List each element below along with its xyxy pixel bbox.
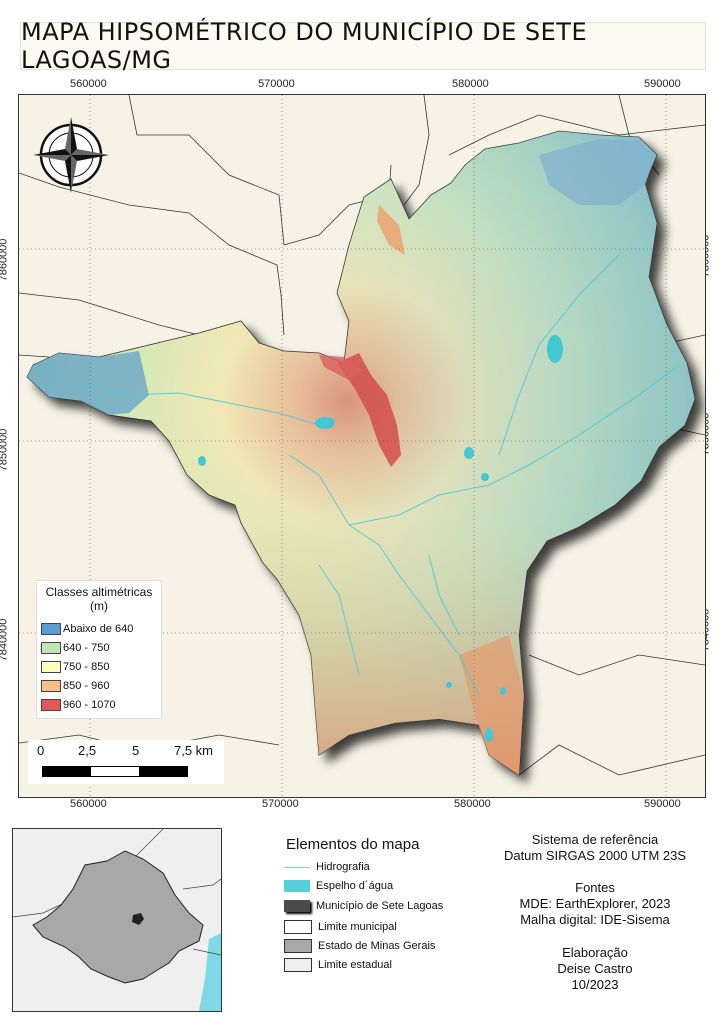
element-item: Estado de Minas Gerais xyxy=(284,939,435,953)
grid-x-label: 560000 xyxy=(70,798,107,810)
element-item: Limite municipal xyxy=(284,920,397,934)
grid-x-label: 560000 xyxy=(70,78,107,90)
legend-swatch xyxy=(41,698,61,711)
legend-class: Abaixo de 640 xyxy=(37,619,161,638)
legend-class-label: 750 - 850 xyxy=(63,660,110,673)
water-bodies xyxy=(198,335,563,742)
source-item: MDE: EarthExplorer, 2023 xyxy=(519,896,671,911)
legend-class-label: 960 - 1070 xyxy=(63,698,116,711)
author-name: Deise Castro xyxy=(557,961,633,976)
locator-inset-map[interactable] xyxy=(12,828,222,1012)
legend-swatch xyxy=(41,660,61,673)
element-label: Espelho d´água xyxy=(316,880,394,892)
grid-x-label: 570000 xyxy=(262,798,299,810)
scale-label: 7,5 km xyxy=(174,743,214,758)
grid-x-label: 580000 xyxy=(452,78,489,90)
scale-label: 2,5 xyxy=(78,743,97,758)
grid-y-label: 7850000 xyxy=(0,428,10,472)
map-title: MAPA HIPSOMÉTRICO DO MUNICÍPIO DE SETE L… xyxy=(21,18,588,74)
legend-class-label: Abaixo de 640 xyxy=(63,622,134,635)
element-item: Limite estadual xyxy=(284,958,392,972)
state-boundary-icon xyxy=(284,958,312,972)
sete-lagoas-municipality[interactable] xyxy=(26,130,696,776)
line-icon xyxy=(284,866,310,868)
minas-gerais-state xyxy=(32,850,204,984)
element-label: Hidrografia xyxy=(316,861,370,873)
sources-title: Fontes xyxy=(575,880,615,895)
element-label: Limite municipal xyxy=(318,921,397,933)
element-label: Limite estadual xyxy=(318,959,392,971)
legend-swatch xyxy=(41,622,61,635)
legend-class: 750 - 850 xyxy=(37,657,161,676)
ocean-area xyxy=(199,933,221,1011)
scale-label: 5 xyxy=(132,743,140,758)
legend-swatch xyxy=(41,679,61,692)
element-label: Município de Sete Lagoas xyxy=(316,900,444,912)
element-item: Município de Sete Lagoas xyxy=(284,900,443,912)
legend-class-label: 640 - 750 xyxy=(63,641,110,654)
hydrography-lines xyxy=(78,254,680,696)
legend-class: 850 - 960 xyxy=(37,676,161,695)
north-arrow-icon xyxy=(33,117,109,193)
state-icon xyxy=(284,939,312,953)
source-item: Malha digital: IDE-Sisema xyxy=(520,912,670,927)
grid-x-label: 590000 xyxy=(644,798,681,810)
grid-x-label: 580000 xyxy=(454,798,491,810)
legend-class-label: 850 - 960 xyxy=(63,679,110,692)
legend-class: 640 - 750 xyxy=(37,638,161,657)
water-body-icon xyxy=(284,880,310,892)
elements-title: Elementos do mapa xyxy=(286,836,420,853)
scale-bar-graphic xyxy=(42,766,188,777)
grid-x-label: 570000 xyxy=(258,78,295,90)
grid-x-label: 590000 xyxy=(644,78,681,90)
scale-bar: 0 2,5 5 7,5 km xyxy=(28,740,224,784)
sources-block: Fontes MDE: EarthExplorer, 2023 Malha di… xyxy=(490,880,700,928)
element-label: Estado de Minas Gerais xyxy=(318,940,436,952)
element-item: Hidrografia xyxy=(284,861,370,873)
map-title-box: MAPA HIPSOMÉTRICO DO MUNICÍPIO DE SETE L… xyxy=(20,18,706,74)
hypsometric-map-canvas xyxy=(19,95,705,797)
reference-system-block: Sistema de referência Datum SIRGAS 2000 … xyxy=(490,832,700,864)
hypsometric-legend: Classes altimétricas (m) Abaixo de 640 6… xyxy=(36,580,162,719)
municipal-boundary-icon xyxy=(284,920,312,934)
author-block: Elaboração Deise Castro 10/2023 xyxy=(490,945,700,993)
legend-swatch xyxy=(41,641,61,654)
date-label: 10/2023 xyxy=(571,977,619,992)
legend-unit: (m) xyxy=(90,599,108,613)
legend-title: Classes altimétricas xyxy=(45,585,153,599)
author-title: Elaboração xyxy=(562,945,628,960)
sete-lagoas-locator xyxy=(132,913,144,925)
municipality-icon xyxy=(284,900,310,912)
scale-label: 0 xyxy=(37,743,45,758)
legend-class: 960 - 1070 xyxy=(37,695,161,714)
ref-title: Sistema de referência xyxy=(531,832,659,847)
locator-map-canvas xyxy=(13,829,221,1011)
ref-value: Datum SIRGAS 2000 UTM 23S xyxy=(503,848,687,863)
element-item: Espelho d´água xyxy=(284,880,393,892)
grid-y-label: 7840000 xyxy=(0,618,10,662)
grid-y-label: 7860000 xyxy=(0,238,10,282)
